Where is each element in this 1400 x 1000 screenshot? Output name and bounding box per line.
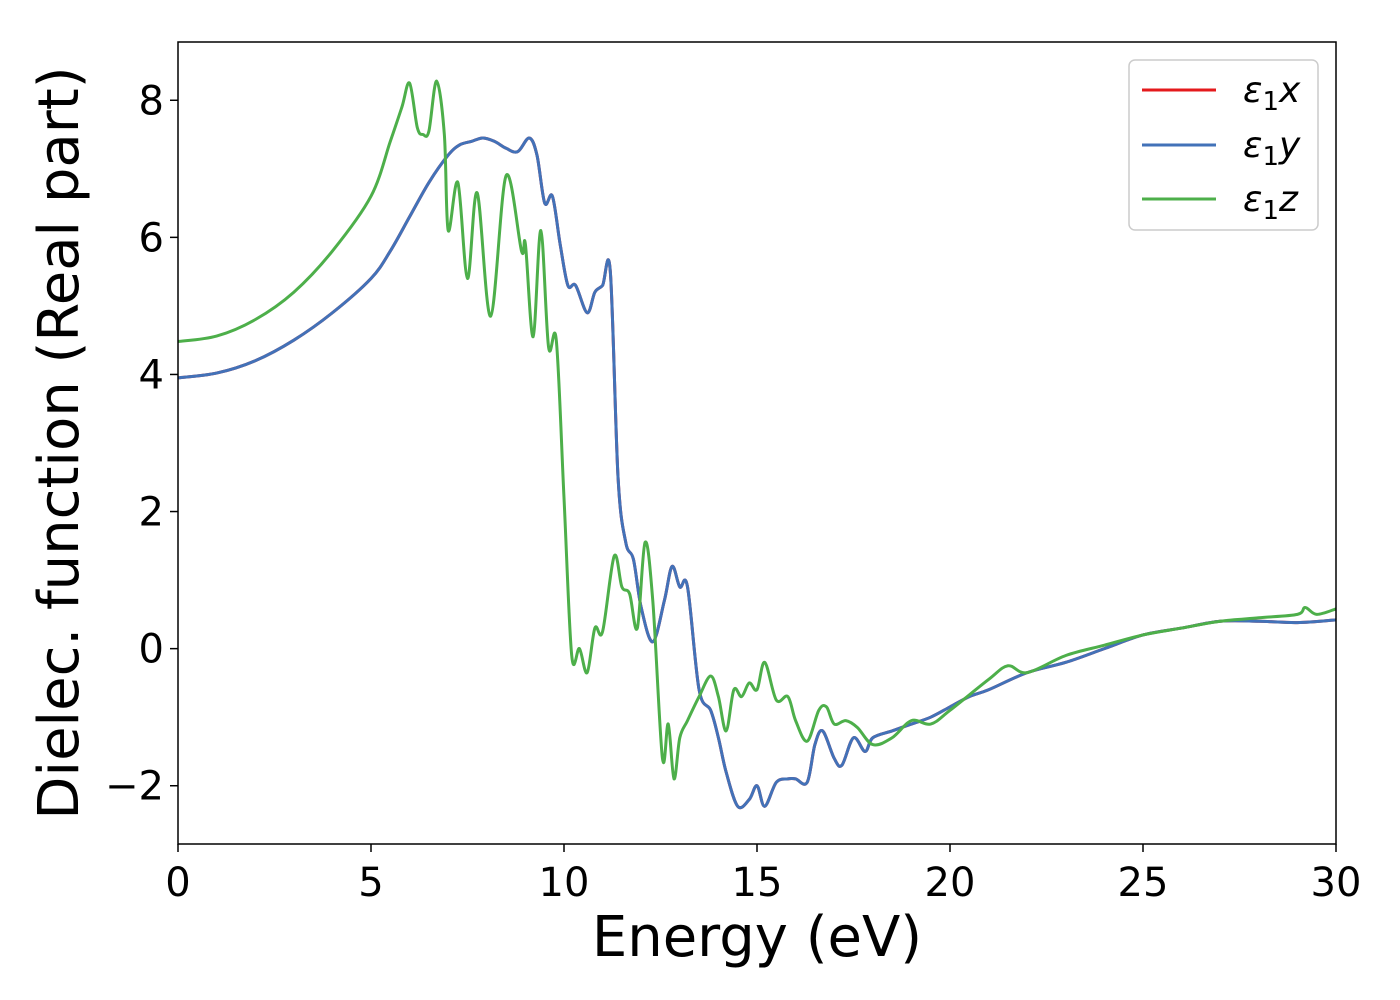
x-tick-label: 0 bbox=[165, 860, 190, 906]
y-tick-label: 6 bbox=[139, 215, 164, 261]
y-tick-label: 2 bbox=[139, 490, 164, 536]
series-line-eps1x bbox=[178, 136, 1336, 810]
y-tick-label: −2 bbox=[105, 764, 164, 810]
x-axis-label: Energy (eV) bbox=[592, 905, 922, 970]
series-line-eps1z bbox=[178, 79, 1336, 781]
y-axis-label: Dielec. function (Real part) bbox=[27, 66, 92, 819]
legend-label-z: ε1z bbox=[1243, 179, 1299, 226]
x-axis: 0 5 10 15 20 25 30 bbox=[165, 844, 1361, 906]
x-tick-label: 25 bbox=[1118, 860, 1169, 906]
series-layer bbox=[178, 79, 1336, 810]
x-tick-label: 30 bbox=[1311, 860, 1362, 906]
legend-label-y: ε1y bbox=[1243, 125, 1301, 172]
legend-label-x: ε1x bbox=[1243, 70, 1301, 117]
legend-box bbox=[1128, 59, 1319, 231]
x-tick-label: 15 bbox=[732, 860, 783, 906]
x-tick-label: 5 bbox=[358, 860, 383, 906]
y-tick-label: 8 bbox=[139, 78, 164, 124]
y-axis: −2 0 2 4 6 8 bbox=[105, 78, 178, 810]
legend: ε1x ε1y ε1z bbox=[1128, 59, 1319, 231]
y-tick-label: 0 bbox=[139, 627, 164, 673]
y-tick-label: 4 bbox=[139, 352, 164, 398]
series-line-eps1y bbox=[178, 136, 1336, 810]
x-tick-label: 10 bbox=[539, 860, 590, 906]
x-tick-label: 20 bbox=[925, 860, 976, 906]
